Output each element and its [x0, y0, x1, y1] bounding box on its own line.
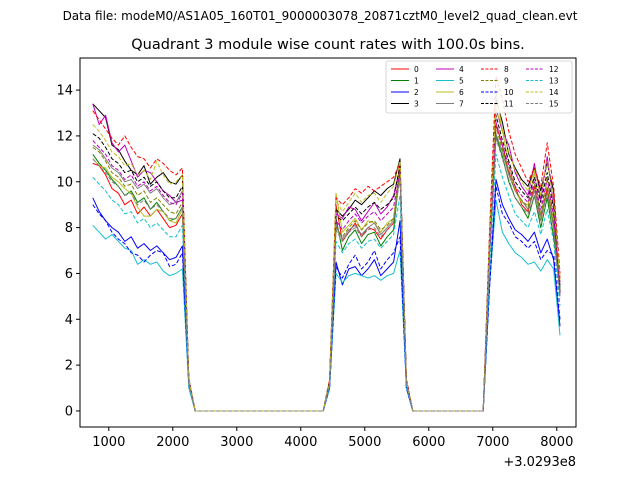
x-tick-label: 2000 [156, 435, 189, 450]
legend-label-1: 1 [414, 76, 419, 85]
legend-label-2: 2 [414, 88, 419, 97]
series-line-14 [92, 107, 561, 412]
legend-label-11: 11 [504, 99, 514, 108]
legend-label-15: 15 [549, 99, 559, 108]
y-axis: 0 2 4 6 8 10 12 14 [56, 84, 80, 419]
series-line-2 [92, 179, 561, 412]
y-tick-label: 14 [56, 84, 73, 99]
x-tick-label: 7000 [476, 435, 509, 450]
x-tick-label: 8000 [540, 435, 573, 450]
plot-frame [79, 57, 577, 428]
series-line-4 [92, 103, 561, 412]
x-tick-label: 4000 [284, 435, 317, 450]
series-line-1 [92, 135, 561, 412]
legend-label-6: 6 [459, 88, 464, 97]
y-tick-label: 8 [65, 221, 73, 236]
y-tick-label: 4 [65, 313, 73, 328]
series-line-15 [92, 137, 561, 412]
legend-label-12: 12 [549, 65, 559, 74]
legend-label-14: 14 [549, 88, 559, 97]
y-tick-label: 2 [65, 359, 73, 374]
series-line-5 [92, 199, 561, 412]
series-line-12 [92, 121, 561, 412]
y-tick-label: 0 [65, 404, 73, 419]
series-line-6 [92, 89, 561, 412]
y-tick-label: 10 [56, 175, 73, 190]
legend-label-4: 4 [459, 65, 464, 74]
series-layer [92, 75, 561, 412]
legend-label-9: 9 [504, 76, 509, 85]
x-tick-label: 6000 [412, 435, 445, 450]
y-tick-label: 12 [56, 129, 73, 144]
chart-title: Quadrant 3 module wise count rates with … [131, 37, 525, 53]
x-axis-offset-label: +3.0293e8 [503, 455, 576, 470]
legend-label-8: 8 [504, 65, 509, 74]
legend-label-3: 3 [414, 99, 419, 108]
x-tick-label: 5000 [348, 435, 381, 450]
legend-label-13: 13 [549, 76, 559, 85]
series-line-9 [92, 126, 561, 412]
figure-suptitle: Data file: modeM0/AS1A05_160T01_90000030… [63, 9, 578, 23]
legend-label-5: 5 [459, 76, 464, 85]
legend-label-0: 0 [414, 65, 419, 74]
series-line-11 [92, 114, 561, 412]
series-line-13 [92, 153, 561, 412]
legend-label-10: 10 [504, 88, 514, 97]
series-line-8 [92, 75, 561, 412]
x-tick-label: 1000 [92, 435, 125, 450]
series-line-10 [92, 185, 561, 412]
legend-label-7: 7 [459, 99, 464, 108]
x-tick-label: 3000 [220, 435, 253, 450]
y-tick-label: 6 [65, 267, 73, 282]
series-line-7 [92, 133, 561, 412]
legend-box [385, 60, 573, 114]
x-axis: 1000 2000 3000 4000 5000 6000 7000 8000 [92, 427, 573, 450]
